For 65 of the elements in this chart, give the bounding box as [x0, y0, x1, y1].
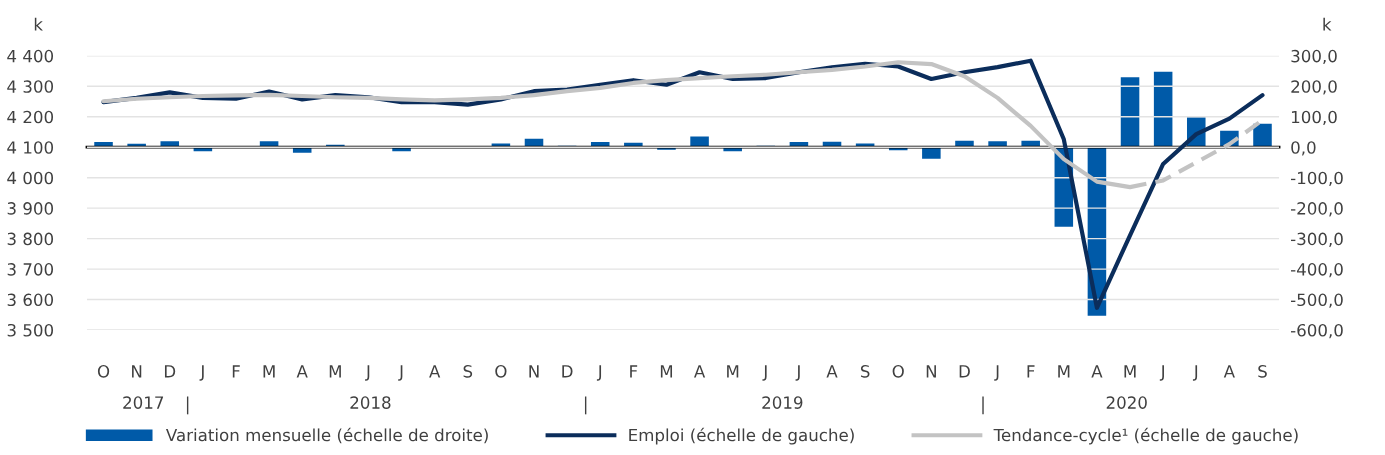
x-tick-label: O	[97, 365, 110, 378]
y2-tick-label: -300,0	[1290, 232, 1343, 247]
y-tick-label: 4 300	[7, 80, 54, 93]
x-tick-label: N	[529, 365, 539, 378]
y2-tick-label: -400,0	[1290, 263, 1343, 278]
legend-label: Emploi (échelle de gauche)	[629, 427, 854, 445]
text: 2017	[123, 396, 164, 409]
y-axis-title: k	[34, 17, 43, 31]
text: 2019	[762, 396, 803, 409]
y2-tick-label: -200,0	[1290, 202, 1343, 217]
x-tick-label: M	[1124, 365, 1136, 378]
x-tick-label: F	[232, 365, 240, 378]
y2-axis-title: k	[1323, 17, 1332, 31]
y2-tick-label: 100,0	[1291, 110, 1337, 126]
x-tick-label: J	[1192, 365, 1198, 381]
x-tick-label: M	[263, 365, 275, 378]
y-tick-label: 3 900	[7, 202, 54, 215]
x-tick-label: D	[959, 365, 970, 378]
y-tick-label: 4 400	[7, 49, 54, 63]
x-tick-label: J	[994, 365, 999, 381]
x-tick-label: J	[398, 365, 403, 381]
legend-label: Variation mensuelle (échelle de droite)	[165, 427, 488, 444]
y-tick-label: 3 800	[7, 232, 54, 246]
x-tick-label: S	[463, 365, 473, 378]
y2-tick-label: 300,0	[1291, 49, 1337, 65]
x-tick-label: J	[365, 365, 370, 381]
x-tick-label: J	[795, 365, 800, 381]
y2-tick-label: -500,0	[1290, 293, 1343, 308]
y2-tick-label: -600,0	[1290, 323, 1343, 339]
x-tick-label: A	[694, 365, 706, 378]
x-tick-label: J	[596, 365, 602, 381]
x-tick-label: A	[296, 365, 308, 378]
x-tick-label: A	[429, 365, 441, 378]
x-tick-label: S	[1258, 365, 1267, 378]
y-tick-label: 3 600	[7, 293, 54, 307]
y-tick-label: 4 100	[7, 141, 54, 154]
x-tick-label: J	[1159, 365, 1164, 381]
y-tick-label: 4 000	[7, 171, 54, 185]
y-tick-label: 4 200	[7, 110, 54, 124]
x-tick-label: J	[199, 365, 204, 381]
x-tick-label: N	[926, 365, 936, 378]
y-tick-label: 3 500	[7, 323, 54, 337]
x-tick-label: A	[826, 365, 838, 378]
x-tick-label: A	[1091, 365, 1103, 378]
x-tick-label: F	[1027, 365, 1035, 378]
x-tick-label: J	[762, 365, 767, 381]
x-tick-label: D	[164, 365, 176, 378]
text: 2018	[350, 396, 391, 409]
y2-tick-label: -100,0	[1290, 171, 1343, 186]
x-tick-label: O	[892, 365, 904, 378]
y2-tick-label: 0,0	[1291, 141, 1316, 156]
x-tick-label: D	[562, 365, 573, 378]
x-tick-label: M	[660, 365, 673, 378]
x-tick-label: N	[132, 365, 142, 378]
y2-tick-label: 200,0	[1291, 80, 1337, 95]
legend-label: Tendance-cycle¹ (échelle de gauche)	[993, 427, 1298, 445]
x-tick-label: F	[630, 365, 638, 378]
y-tick-label: 3 700	[7, 263, 54, 276]
x-tick-label: M	[1058, 365, 1070, 378]
x-tick-label: A	[1223, 365, 1235, 378]
text: 2020	[1106, 396, 1147, 409]
x-tick-label: S	[860, 365, 870, 378]
x-tick-label: O	[495, 365, 507, 378]
x-tick-label: M	[329, 365, 341, 378]
x-tick-label: M	[727, 365, 739, 378]
